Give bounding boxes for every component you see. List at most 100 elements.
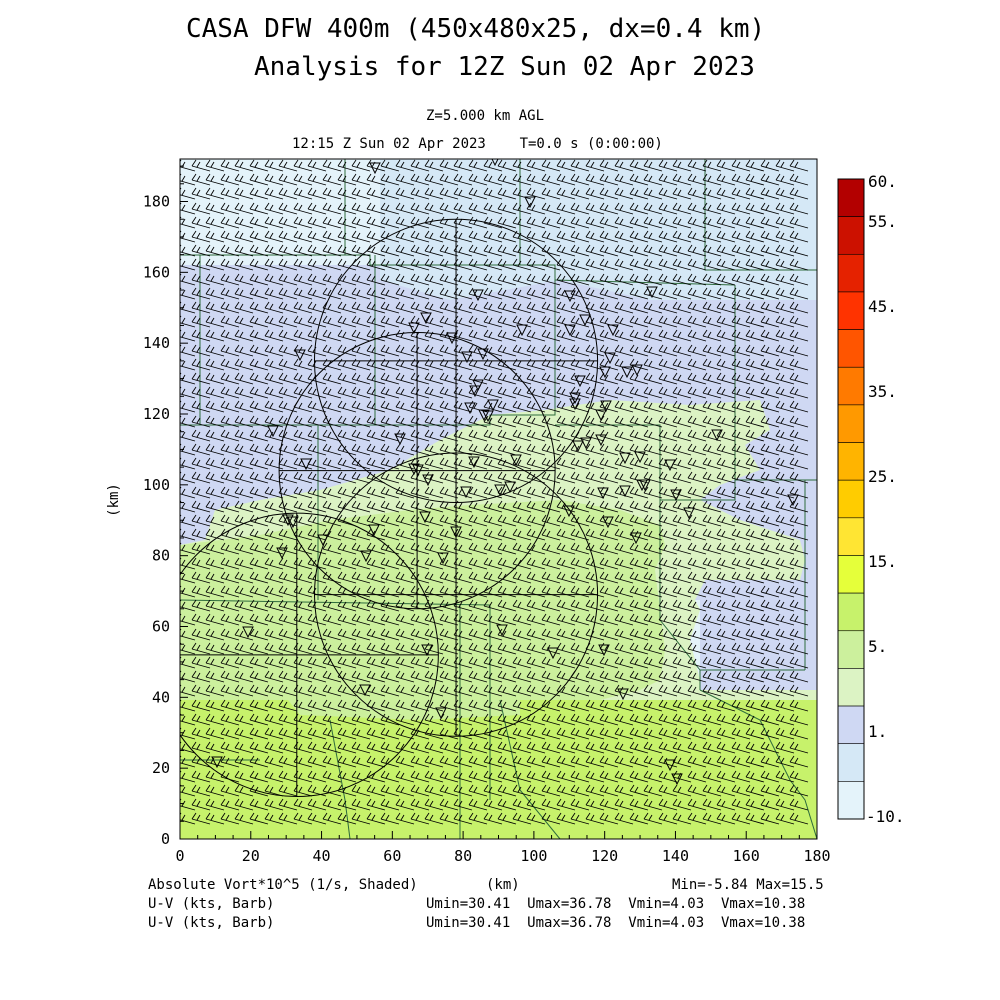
- wind-barb: [366, 258, 386, 271]
- wind-barb: [672, 557, 692, 570]
- wind-barb: [220, 528, 240, 541]
- wind-barb: [672, 386, 692, 399]
- wind-barb: [264, 457, 284, 470]
- wind-barb: [775, 258, 795, 271]
- wind-barb: [278, 486, 298, 499]
- wind-barb: [687, 798, 707, 811]
- station-marker: [664, 759, 676, 772]
- wind-barb: [541, 486, 561, 499]
- wind-barb: [745, 315, 765, 328]
- wind-barb: [337, 528, 357, 541]
- wind-barb: [629, 386, 649, 399]
- colorbar-label: 55.: [868, 212, 897, 231]
- wind-barb: [410, 273, 430, 286]
- wind-barb: [687, 684, 707, 697]
- wind-barb: [322, 613, 342, 626]
- wind-barb: [570, 358, 590, 371]
- wind-barb: [424, 273, 444, 286]
- wind-barb: [599, 230, 619, 243]
- colorbar-label: 15.: [868, 552, 897, 571]
- wind-barb: [629, 329, 649, 342]
- wind-barb: [526, 699, 546, 712]
- wind-barb: [745, 770, 765, 783]
- wind-barb: [191, 216, 211, 229]
- wind-barb: [541, 301, 561, 314]
- wind-barb: [658, 216, 678, 229]
- wind-barb: [322, 727, 342, 740]
- wind-barb: [541, 770, 561, 783]
- wind-barb: [716, 741, 736, 754]
- wind-barb: [614, 287, 634, 300]
- wind-barb: [789, 415, 809, 428]
- wind-barb: [745, 812, 765, 825]
- wind-barb: [220, 812, 240, 825]
- wind-barb: [629, 244, 649, 257]
- county-lines: [180, 159, 817, 839]
- wind-barb: [293, 429, 313, 442]
- wind-barb: [395, 230, 415, 243]
- wind-barb: [264, 798, 284, 811]
- wind-barb: [322, 528, 342, 541]
- wind-barb: [453, 798, 473, 811]
- wind-barb: [760, 329, 780, 342]
- wind-barb: [191, 358, 211, 371]
- wind-barb: [234, 628, 254, 641]
- wind-barb: [658, 656, 678, 669]
- wind-barb: [789, 656, 809, 669]
- wind-barb: [234, 656, 254, 669]
- wind-barb: [424, 599, 444, 612]
- wind-barb: [789, 599, 809, 612]
- wind-barb: [307, 415, 327, 428]
- wind-barb: [672, 258, 692, 271]
- wind-barb: [278, 770, 298, 783]
- station-marker: [579, 314, 591, 327]
- wind-barb: [234, 557, 254, 570]
- wind-barb: [556, 202, 576, 215]
- wind-barb: [410, 187, 430, 200]
- wind-barb: [672, 400, 692, 413]
- wind-barb: [424, 344, 444, 357]
- wind-barb: [775, 486, 795, 499]
- station-marker: [619, 485, 631, 498]
- wind-barb: [234, 812, 254, 825]
- wind-barb: [307, 315, 327, 328]
- wind-barb: [672, 329, 692, 342]
- wind-barb: [585, 514, 605, 527]
- colorbar-segment: [837, 517, 865, 556]
- wind-barb: [307, 400, 327, 413]
- colorbar-segment: [837, 178, 865, 217]
- wind-barb: [395, 656, 415, 669]
- wind-barb: [731, 684, 751, 697]
- wind-barb: [424, 741, 444, 754]
- level-label: Z=5.000 km AGL: [426, 108, 545, 124]
- wind-barb: [424, 557, 444, 570]
- wind-barb: [439, 358, 459, 371]
- wind-barb: [775, 202, 795, 215]
- colorbar-segment: [837, 781, 865, 820]
- wind-barb: [220, 273, 240, 286]
- wind-barb: [264, 202, 284, 215]
- wind-barb: [629, 429, 649, 442]
- wind-barb: [541, 784, 561, 797]
- station-marker: [621, 366, 633, 379]
- wind-barb: [775, 329, 795, 342]
- wind-barb: [205, 741, 225, 754]
- wind-barb: [556, 273, 576, 286]
- colorbar-segment: [837, 291, 865, 330]
- wind-barb: [249, 301, 269, 314]
- wind-barb: [234, 386, 254, 399]
- wind-barb: [453, 202, 473, 215]
- wind-barb: [629, 315, 649, 328]
- wind-barb: [205, 727, 225, 740]
- wind-barb: [526, 798, 546, 811]
- wind-barb: [585, 656, 605, 669]
- wind-barb: [745, 741, 765, 754]
- wind-barb: [629, 372, 649, 385]
- colorbar-label: 60.: [868, 172, 897, 191]
- wind-barb: [760, 216, 780, 229]
- wind-barb: [220, 386, 240, 399]
- wind-barb: [307, 202, 327, 215]
- wind-barb: [249, 358, 269, 371]
- x-axis: 0 20 40 60 80 100 120 140 160 180: [175, 831, 831, 865]
- wind-barb: [672, 642, 692, 655]
